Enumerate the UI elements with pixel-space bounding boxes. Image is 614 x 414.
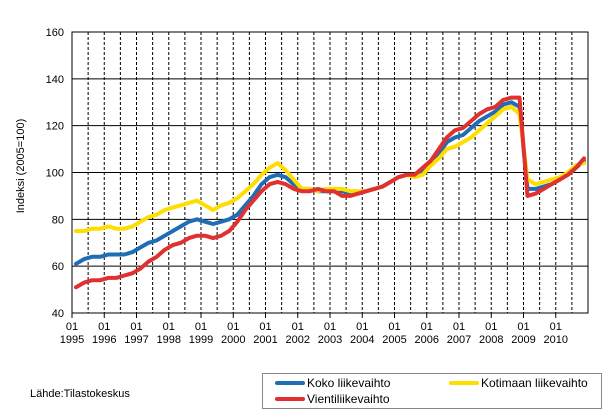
x-tick-month-label: 01 bbox=[259, 321, 271, 333]
x-tick-month-label: 01 bbox=[66, 321, 78, 333]
legend-swatch-koko bbox=[275, 381, 305, 385]
x-tick-year-label: 2006 bbox=[415, 334, 439, 346]
series-line-vienti bbox=[74, 95, 586, 290]
x-tick-year-label: 1999 bbox=[189, 334, 213, 346]
x-tick-month-label: 01 bbox=[550, 321, 562, 333]
legend-swatch-kotimaan bbox=[449, 381, 479, 385]
x-tick-month-label: 01 bbox=[453, 321, 465, 333]
legend-swatch-vienti bbox=[275, 397, 305, 401]
x-tick-year-label: 2005 bbox=[382, 334, 406, 346]
x-tick-year-label: 1997 bbox=[124, 334, 148, 346]
x-tick-year-label: 2010 bbox=[544, 334, 568, 346]
legend-label-koko: Koko liikevaihto bbox=[307, 376, 391, 390]
x-tick-month-label: 01 bbox=[292, 321, 304, 333]
x-tick-month-label: 01 bbox=[324, 321, 336, 333]
x-tick-year-label: 2004 bbox=[350, 334, 374, 346]
legend-item-kotimaan: Kotimaan liikevaihto bbox=[449, 376, 588, 390]
y-tick-label: 120 bbox=[46, 121, 64, 133]
x-tick-year-label: 2001 bbox=[253, 334, 277, 346]
series-line-kotimaan bbox=[74, 104, 586, 233]
legend-item-vienti: Vientiliikevaihto bbox=[275, 392, 390, 406]
x-tick-year-label: 2008 bbox=[479, 334, 503, 346]
x-tick-month-label: 01 bbox=[163, 321, 175, 333]
x-tick-year-label: 2003 bbox=[318, 334, 342, 346]
x-tick-year-label: 1996 bbox=[92, 334, 116, 346]
x-tick-month-label: 01 bbox=[356, 321, 368, 333]
x-tick-month-label: 01 bbox=[130, 321, 142, 333]
legend-label-kotimaan: Kotimaan liikevaihto bbox=[481, 376, 588, 390]
y-tick-label: 60 bbox=[52, 261, 64, 273]
y-tick-label: 40 bbox=[52, 308, 64, 320]
legend-item-koko: Koko liikevaihto bbox=[275, 376, 390, 390]
x-tick-year-label: 2009 bbox=[511, 334, 535, 346]
y-tick-label: 100 bbox=[46, 168, 64, 180]
legend: Koko liikevaihto Kotimaan liikevaihto Vi… bbox=[262, 373, 602, 409]
x-tick-month-label: 01 bbox=[98, 321, 110, 333]
x-tick-year-label: 2002 bbox=[286, 334, 310, 346]
y-tick-label: 160 bbox=[46, 27, 64, 39]
x-tick-year-label: 1998 bbox=[157, 334, 181, 346]
x-tick-month-label: 01 bbox=[388, 321, 400, 333]
x-tick-year-label: 1995 bbox=[60, 334, 84, 346]
y-tick-label: 80 bbox=[52, 214, 64, 226]
source-note: Lähde:Tilastokeskus bbox=[30, 388, 130, 400]
legend-label-vienti: Vientiliikevaihto bbox=[307, 392, 390, 406]
x-tick-month-label: 01 bbox=[421, 321, 433, 333]
x-tick-month-label: 01 bbox=[485, 321, 497, 333]
x-tick-month-label: 01 bbox=[227, 321, 239, 333]
y-axis-label: Indeksi (2005=100) bbox=[15, 118, 27, 214]
x-tick-year-label: 2007 bbox=[447, 334, 471, 346]
x-tick-month-label: 01 bbox=[195, 321, 207, 333]
x-tick-month-label: 01 bbox=[517, 321, 529, 333]
y-tick-label: 140 bbox=[46, 74, 64, 86]
x-tick-year-label: 2000 bbox=[221, 334, 245, 346]
